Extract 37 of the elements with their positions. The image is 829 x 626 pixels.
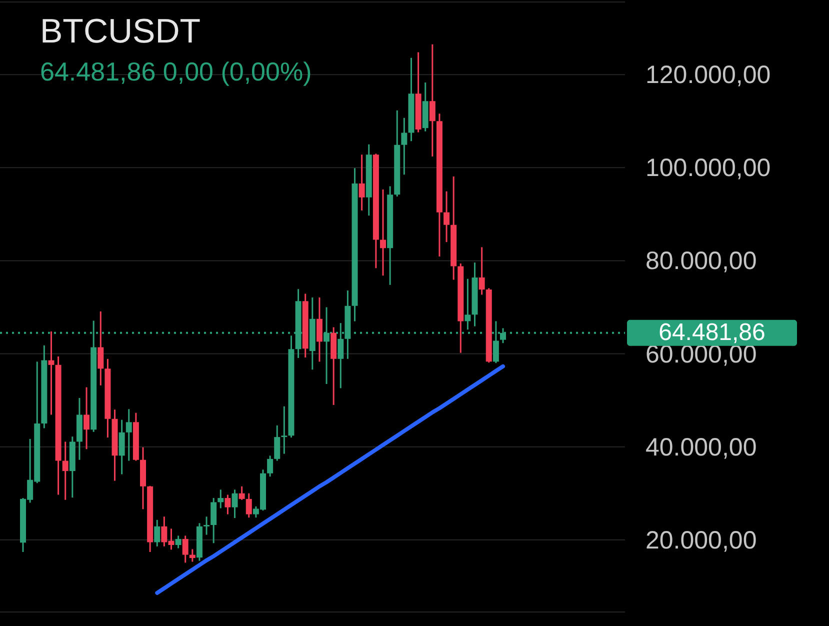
candlestick — [175, 534, 182, 550]
candlestick — [478, 246, 485, 296]
candlestick — [84, 386, 90, 450]
candlestick — [267, 454, 274, 478]
candlestick — [118, 419, 125, 476]
candlestick — [189, 548, 196, 562]
candlestick — [210, 497, 217, 544]
ref-line-label: 64.481,86 — [658, 318, 766, 346]
y-tick-label: 120.000,00 — [646, 61, 771, 90]
candlestick — [380, 188, 386, 276]
candlestick — [464, 278, 471, 330]
y-tick-label: 80.000,00 — [646, 247, 757, 276]
candlestick — [218, 488, 224, 509]
candlestick — [316, 296, 322, 362]
candlestick — [429, 44, 436, 158]
candlestick — [444, 190, 450, 243]
candlestick — [281, 406, 288, 455]
candlestick — [232, 488, 238, 519]
candlestick — [48, 330, 54, 416]
candlestick — [126, 408, 132, 462]
y-tick-label: 100.000,00 — [646, 154, 771, 182]
y-tick-label: 20.000,00 — [646, 526, 757, 554]
candlestick — [358, 154, 365, 212]
line-series — [155, 364, 505, 595]
candlestick — [224, 494, 231, 516]
candlestick — [204, 516, 210, 536]
candlestick — [274, 424, 280, 462]
chart-title: BTCUSDT — [40, 12, 201, 50]
candlestick — [98, 310, 104, 386]
y-tick-label: 40.000,00 — [646, 433, 757, 462]
candlestick — [246, 492, 252, 518]
candlestick — [401, 117, 408, 176]
candlestick — [182, 534, 188, 564]
candlestick — [238, 486, 245, 501]
candlestick — [62, 440, 68, 501]
candlestick — [154, 519, 160, 548]
text: 64.481,86 0,00 (0,00%) — [40, 56, 312, 86]
